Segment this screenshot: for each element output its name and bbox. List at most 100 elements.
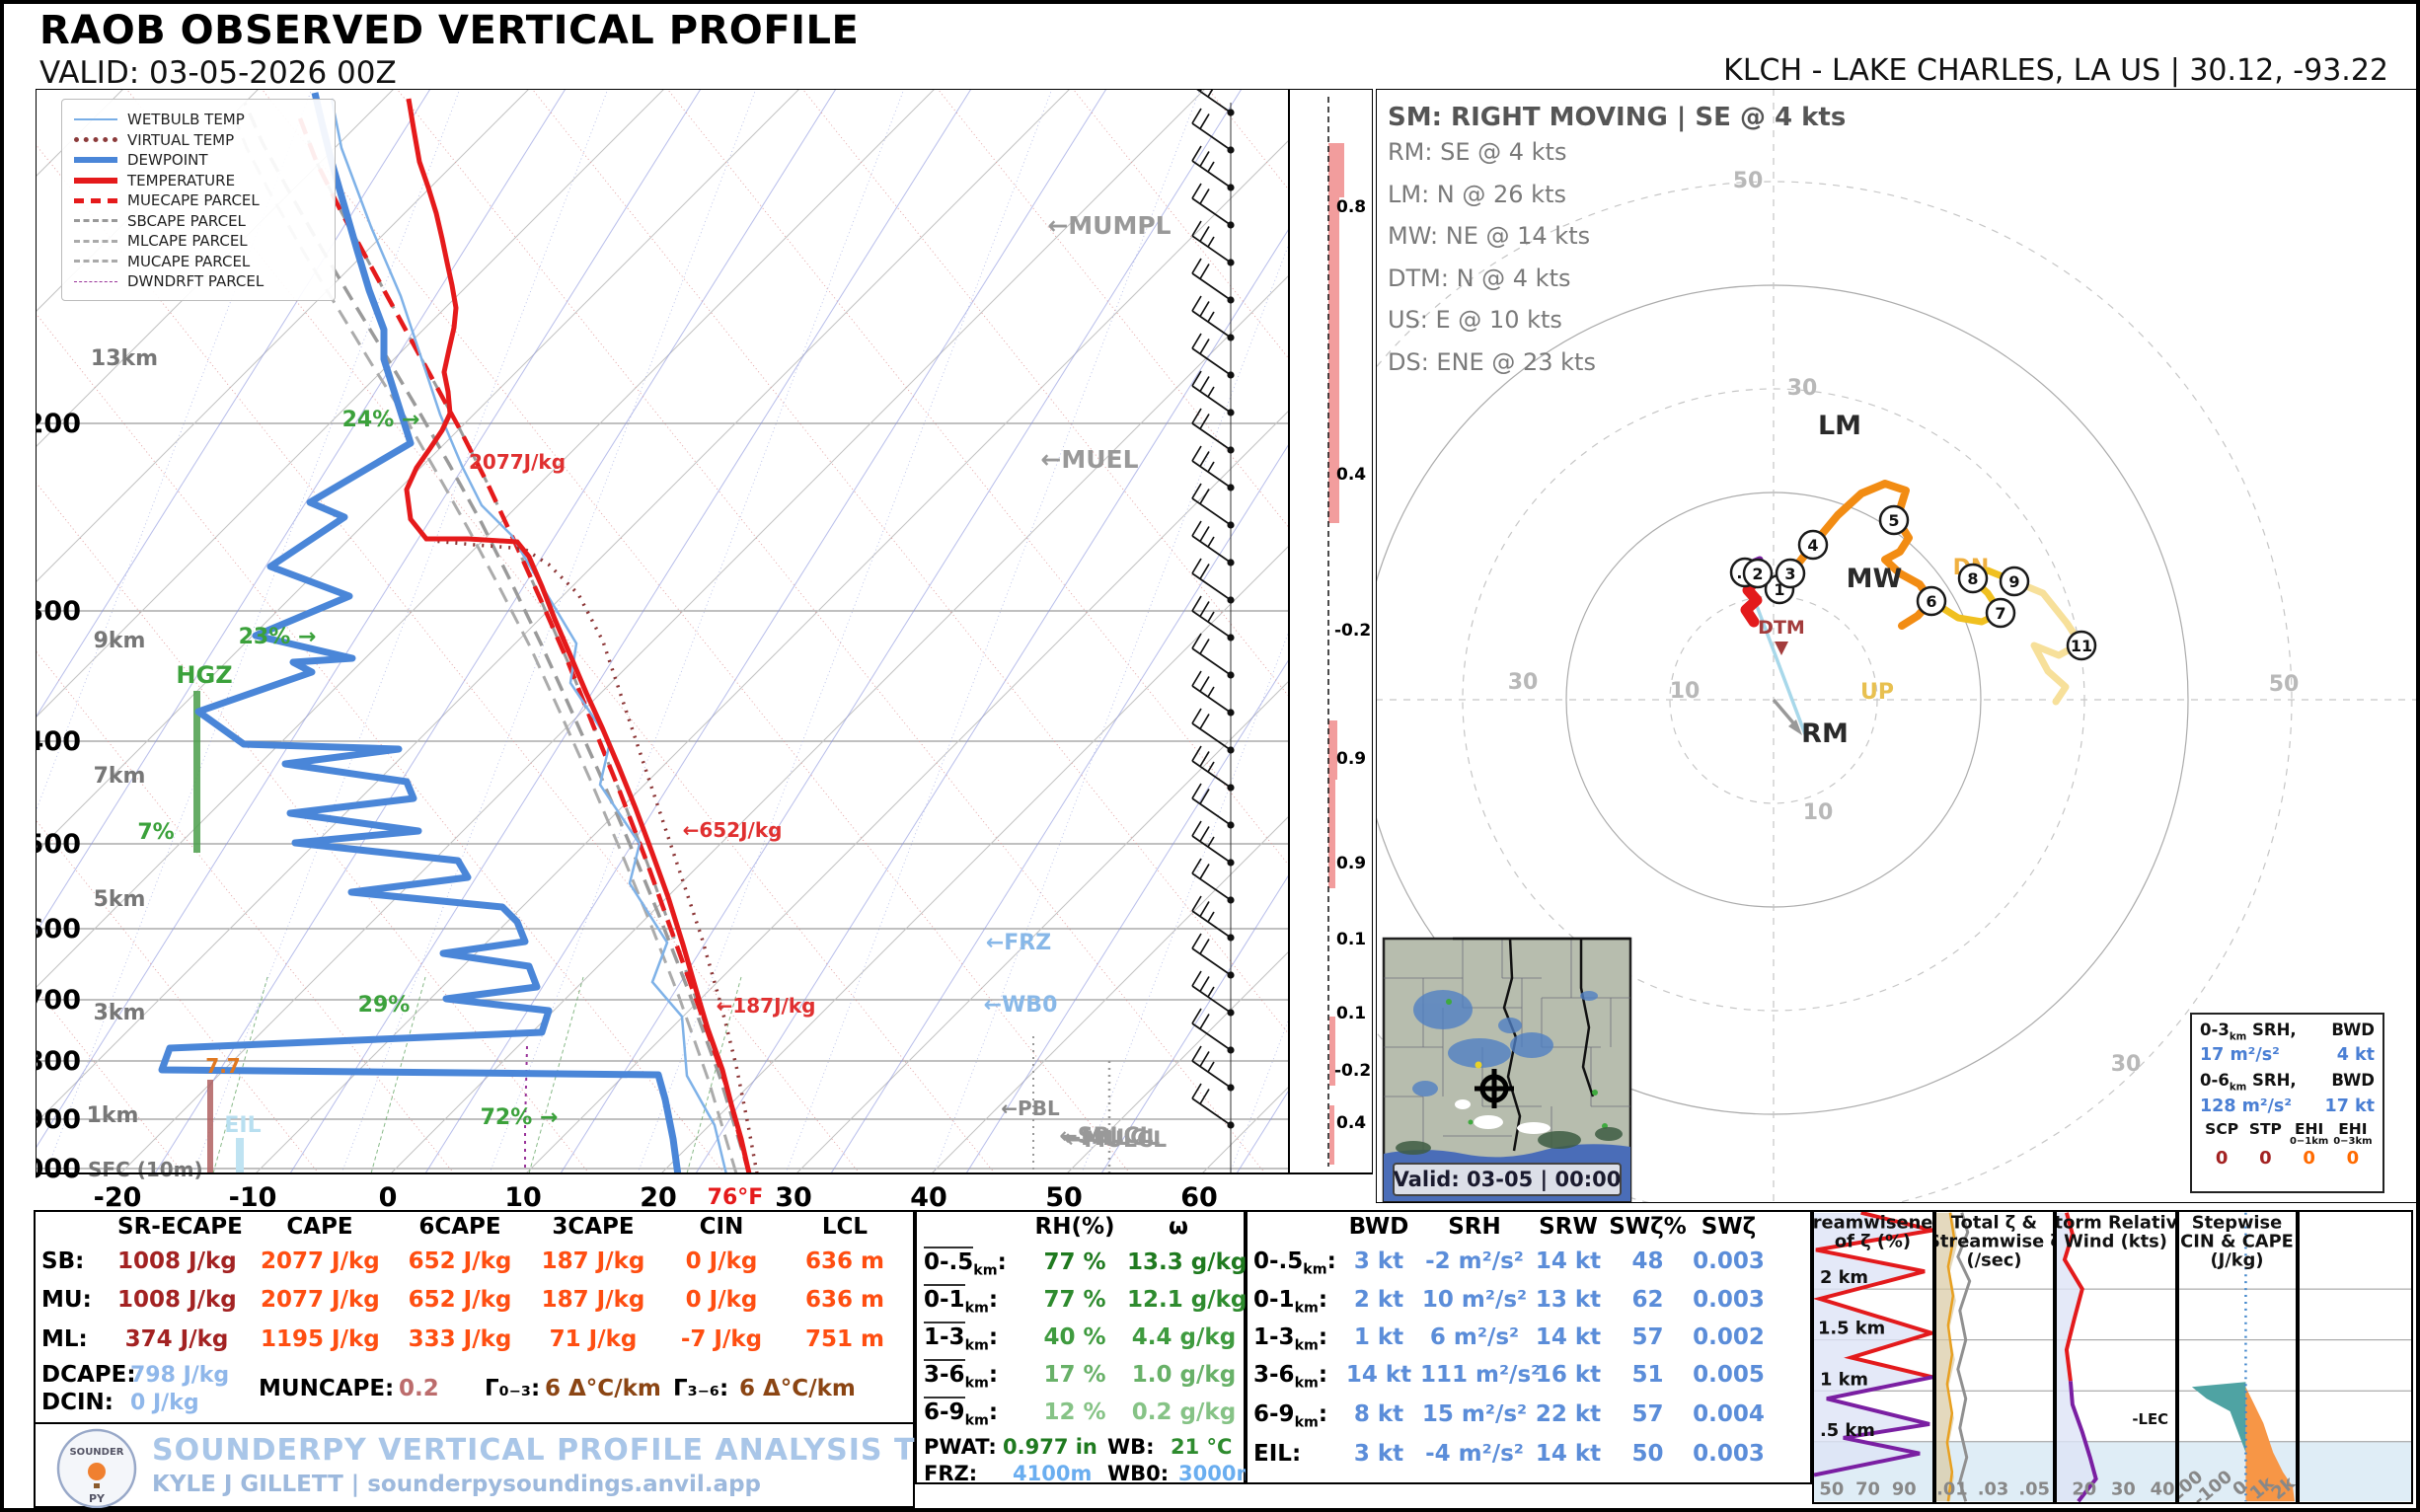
station-crosshair-icon <box>1475 1069 1514 1108</box>
value: -7 J/kg <box>680 1326 763 1352</box>
lm-label: LM <box>1818 411 1861 441</box>
col-header: LCL <box>821 1214 869 1240</box>
storm-motion-block: SM: RIGHT MOVING | SE @ 4 kts RM: SE @ 4… <box>1388 103 1846 390</box>
branding-line2: KYLE J GILLETT | sounderpysoundings.anvi… <box>152 1472 761 1497</box>
km-label: 2 km <box>1820 1267 1868 1288</box>
layer-label: EIL <box>1253 1441 1292 1467</box>
height-label: 1km <box>87 1103 139 1128</box>
logo-text-top: SOUNDER <box>69 1447 123 1458</box>
layer-label: 0-1 <box>1253 1287 1295 1313</box>
storm-motion-line: LM: N @ 26 kts <box>1388 180 1566 208</box>
km-label: 1.5 km <box>1818 1319 1885 1339</box>
layer-label: 6-9 <box>924 1397 965 1425</box>
svg-text:Total ζ &: Total ζ & <box>1951 1213 2037 1234</box>
temp-tick: 0 <box>379 1182 398 1213</box>
swzpct-value: 57 <box>1631 1401 1664 1427</box>
ring-label: 50 <box>1733 169 1764 193</box>
virtual-temp-line-sample <box>74 137 117 143</box>
frz-label: ←FRZ <box>986 931 1051 955</box>
svg-text:6: 6 <box>1926 592 1936 611</box>
index-header: EHI <box>2294 1119 2324 1138</box>
bwd-value: 2 kt <box>1353 1287 1404 1313</box>
balloon-icon <box>88 1463 106 1480</box>
legend-label: VIRTUAL TEMP <box>127 130 235 149</box>
streamwiseness-panel: 2 km 1.5 km 1 km .5 km 50 70 90 Streamwi… <box>1812 1210 1934 1504</box>
temp-tick: -20 <box>94 1182 142 1213</box>
srw-value: 14 kt <box>1535 1248 1602 1274</box>
legend-label: MUCAPE PARCEL <box>127 252 251 270</box>
frz-label: FRZ: <box>924 1462 978 1485</box>
col-header: SRH <box>1448 1214 1501 1240</box>
svg-text:Streamwise ζ: Streamwise ζ <box>1936 1231 2053 1251</box>
row-label: SB: <box>41 1248 85 1274</box>
srw-value: 14 kt <box>1535 1324 1602 1350</box>
svg-text:8: 8 <box>1967 569 1978 588</box>
storm-motion-title: SM: RIGHT MOVING | SE @ 4 kts <box>1388 103 1847 132</box>
swzpct-value: 48 <box>1631 1248 1664 1274</box>
col-header: BWD <box>1348 1214 1409 1240</box>
mlcape-parcel-trace <box>229 108 738 1173</box>
skewt-legend: WETBULB TEMP VIRTUAL TEMP DEWPOINT TEMPE… <box>61 99 336 301</box>
col-header: CAPE <box>286 1214 353 1240</box>
omega-value: 0.4 <box>1336 465 1366 485</box>
svg-text:.03: .03 <box>1978 1478 2009 1499</box>
col-header: 3CAPE <box>552 1214 635 1240</box>
rh-annotation: 7% <box>137 820 174 845</box>
map-valid-bar <box>1393 1163 1622 1196</box>
value: 2077 J/kg <box>261 1287 380 1313</box>
value: 751 m <box>805 1326 884 1352</box>
dewpoint-trace <box>158 92 682 1173</box>
wetbulb-line-sample <box>74 118 117 121</box>
col-header: SWζ <box>1701 1214 1757 1240</box>
svg-text:Wind (kts): Wind (kts) <box>2064 1231 2167 1251</box>
bwd-header: BWD <box>2331 1071 2375 1091</box>
dcape-value-label: 7.7 <box>205 1054 240 1078</box>
value: 187 J/kg <box>541 1287 645 1313</box>
svg-text:3: 3 <box>1784 565 1795 583</box>
streamwiseness-fill <box>1814 1212 1932 1475</box>
bwd-value: 17 kt <box>2324 1096 2375 1116</box>
value: 652 J/kg <box>408 1248 512 1274</box>
srh-value: -4 m²/s² <box>1425 1441 1524 1467</box>
rh-header: RH(%) <box>1034 1214 1115 1240</box>
svg-text:2: 2 <box>1752 565 1763 583</box>
swz-value: 0.004 <box>1693 1401 1765 1427</box>
svg-text:30: 30 <box>2111 1478 2136 1499</box>
omega-value: -0.2 <box>1334 621 1371 641</box>
storm-motion-line: MW: NE @ 14 kts <box>1388 222 1591 250</box>
svg-text:(/sec): (/sec) <box>1966 1249 2021 1270</box>
legend-label: TEMPERATURE <box>127 171 236 189</box>
srh-value: 6 m²/s² <box>1429 1324 1520 1350</box>
rm-arrow-head <box>1788 719 1802 735</box>
col-header: SWζ% <box>1609 1214 1687 1240</box>
omega-value: 0.1 <box>1336 930 1366 949</box>
temp-tick: 40 <box>910 1182 947 1213</box>
swz-value: 0.002 <box>1693 1324 1765 1350</box>
spare-panel <box>2298 1210 2413 1504</box>
layer-label: 0-.5 <box>924 1247 974 1275</box>
swzpct-value: 62 <box>1631 1287 1664 1313</box>
wb0-value: 3000m <box>1178 1462 1258 1485</box>
thermo-table <box>34 1210 915 1508</box>
layer-label: 1-3 <box>924 1322 965 1350</box>
value: 333 J/kg <box>408 1326 512 1352</box>
legend-label: DWNDRFT PARCEL <box>127 272 265 291</box>
swz-value: 0.003 <box>1693 1287 1765 1313</box>
srw-value: 22 kt <box>1535 1401 1602 1427</box>
bwd-value: 8 kt <box>1353 1401 1404 1427</box>
col-header: 6CAPE <box>418 1214 501 1240</box>
svg-text:40: 40 <box>2151 1478 2175 1499</box>
svg-text:11: 11 <box>2071 637 2092 655</box>
rh-value: 40 % <box>1043 1324 1106 1350</box>
mixing-ratio-value: 13.3 g/kg <box>1127 1249 1248 1275</box>
value: 0 J/kg <box>685 1287 758 1313</box>
valid-datetime: VALID: 03-05-2026 00Z <box>39 55 397 91</box>
srh-value: -2 m²/s² <box>1425 1248 1524 1274</box>
hgz-bar <box>193 691 200 853</box>
el-annotation: ←652J/kg <box>683 818 783 842</box>
srw-value: 13 kt <box>1535 1287 1602 1313</box>
pressure-tick: 500 <box>36 829 81 860</box>
temp-tick: 60 <box>1180 1182 1218 1213</box>
